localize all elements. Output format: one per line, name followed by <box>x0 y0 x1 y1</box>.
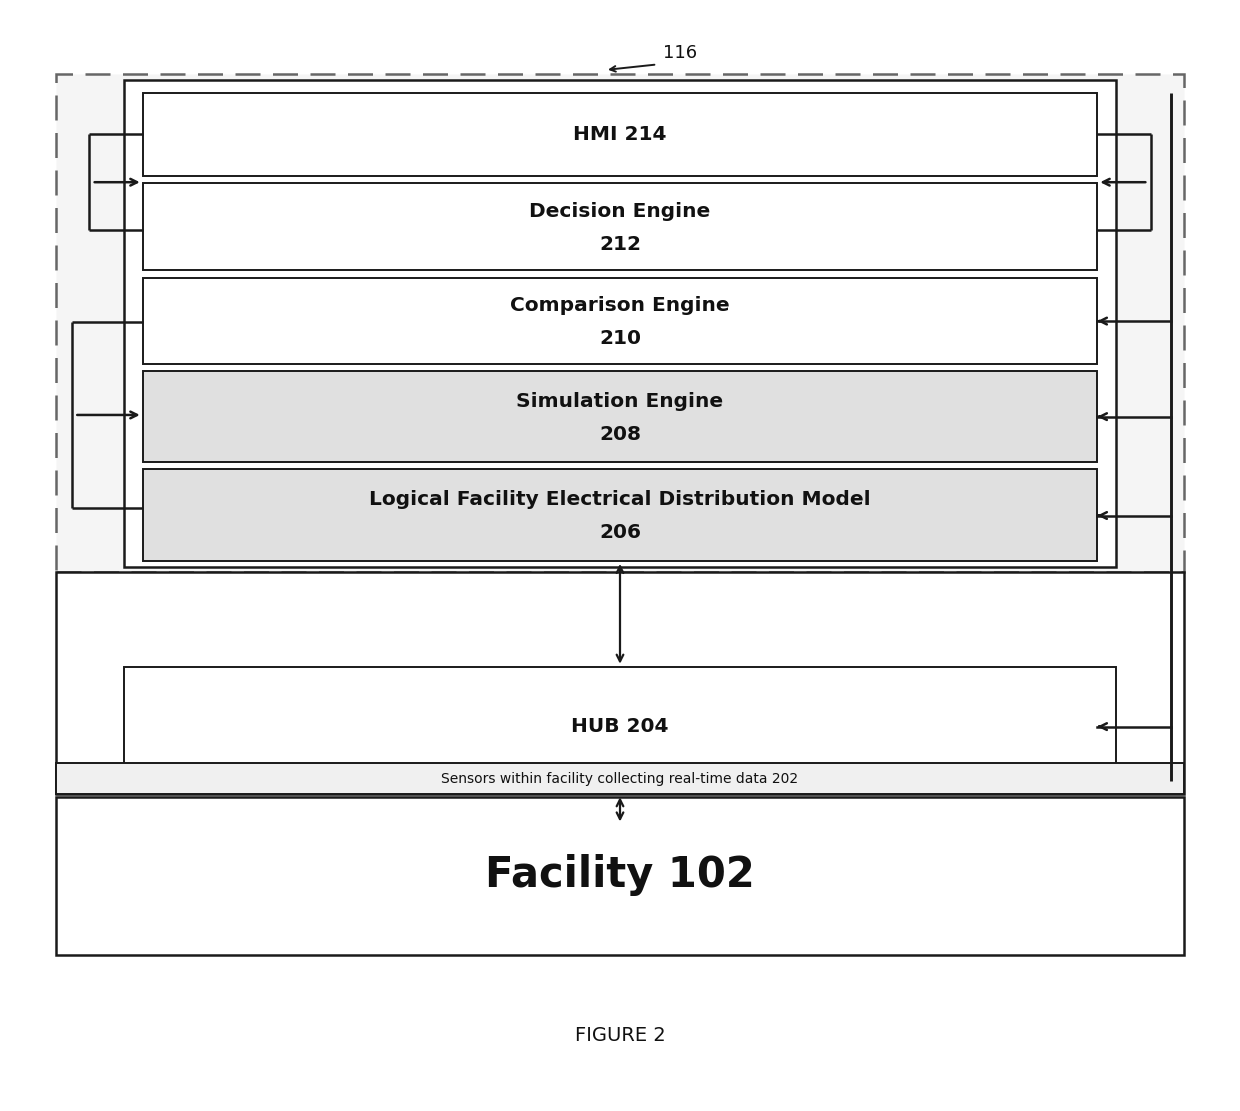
Bar <box>56 763 1184 794</box>
Bar <box>143 371 1097 462</box>
Bar <box>56 797 1184 955</box>
Text: HUB 204: HUB 204 <box>572 717 668 737</box>
Text: Facility 102: Facility 102 <box>485 854 755 897</box>
Bar <box>56 572 1184 794</box>
Text: Comparison Engine: Comparison Engine <box>510 296 730 316</box>
Text: Simulation Engine: Simulation Engine <box>516 391 724 411</box>
Text: HMI 214: HMI 214 <box>573 124 667 144</box>
Bar <box>124 80 1116 567</box>
Text: 210: 210 <box>599 329 641 349</box>
Bar <box>143 93 1097 176</box>
Text: 206: 206 <box>599 523 641 542</box>
Text: Decision Engine: Decision Engine <box>529 201 711 221</box>
Text: 208: 208 <box>599 424 641 444</box>
Text: FIGURE 2: FIGURE 2 <box>574 1025 666 1045</box>
Bar <box>124 667 1116 787</box>
Bar <box>143 278 1097 364</box>
Text: Sensors within facility collecting real-time data 202: Sensors within facility collecting real-… <box>441 772 799 785</box>
Bar <box>143 183 1097 270</box>
Bar <box>143 469 1097 561</box>
Bar <box>56 74 1184 572</box>
Text: 116: 116 <box>663 44 698 62</box>
Text: Logical Facility Electrical Distribution Model: Logical Facility Electrical Distribution… <box>370 490 870 509</box>
Text: 212: 212 <box>599 234 641 254</box>
